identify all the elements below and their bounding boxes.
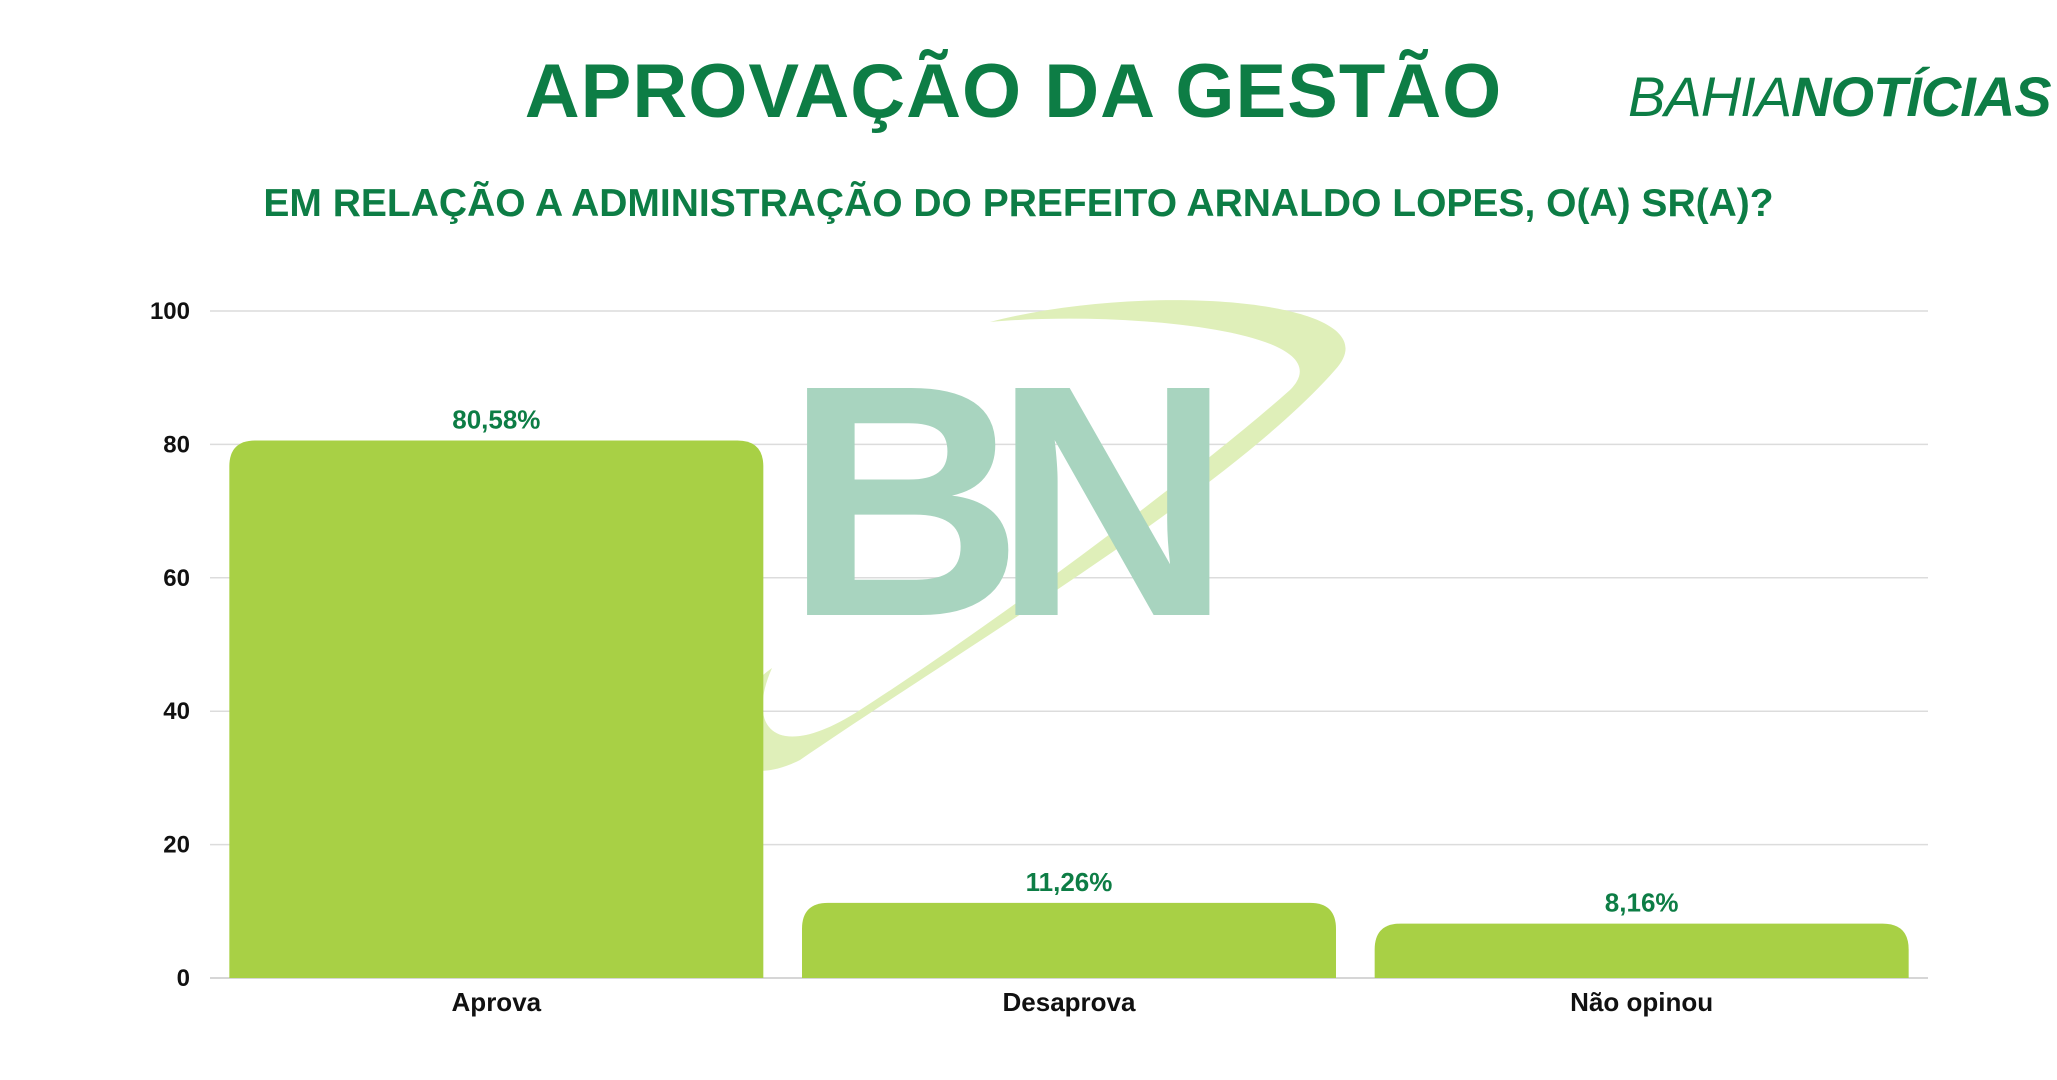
brand-logo-bold: NOTÍCIAS <box>1791 65 2052 128</box>
data-label: 8,16% <box>1605 888 1679 918</box>
y-tick-label: 20 <box>163 832 190 859</box>
y-tick-label: 100 <box>150 298 190 325</box>
bar-desaprova <box>802 902 1336 978</box>
y-tick-label: 40 <box>163 698 190 725</box>
watermark-swoosh <box>727 300 1346 771</box>
x-category-label: Não opinou <box>1570 987 1713 1017</box>
x-category-label: Desaprova <box>1003 987 1136 1017</box>
bar-aprova <box>229 440 764 979</box>
axis-labels: 0 20 40 60 80 100 80,58% Aprova 11,26% Desaprova 8… <box>150 298 1713 1017</box>
bar-n-o-opinou <box>1374 923 1909 978</box>
y-tick-label: 0 <box>177 965 190 992</box>
watermark-letters: BN <box>785 316 1210 685</box>
chart-subtitle: EM RELAÇÃO A ADMINISTRAÇÃO DO PREFEITO A… <box>263 182 1774 225</box>
y-tick-label: 80 <box>163 431 190 458</box>
y-tick-label: 60 <box>163 565 190 592</box>
x-category-label: Aprova <box>452 987 542 1017</box>
data-label: 11,26% <box>1026 867 1113 897</box>
chart-title: APROVAÇÃO DA GESTÃO <box>524 49 1503 134</box>
watermark-logo: BN <box>727 300 1346 771</box>
brand-logo-light: BAHIA <box>1628 65 1792 128</box>
brand-logo: BAHIANOTÍCIAS <box>1628 64 2052 129</box>
data-label: 80,58% <box>452 405 540 435</box>
bars <box>229 440 1909 979</box>
